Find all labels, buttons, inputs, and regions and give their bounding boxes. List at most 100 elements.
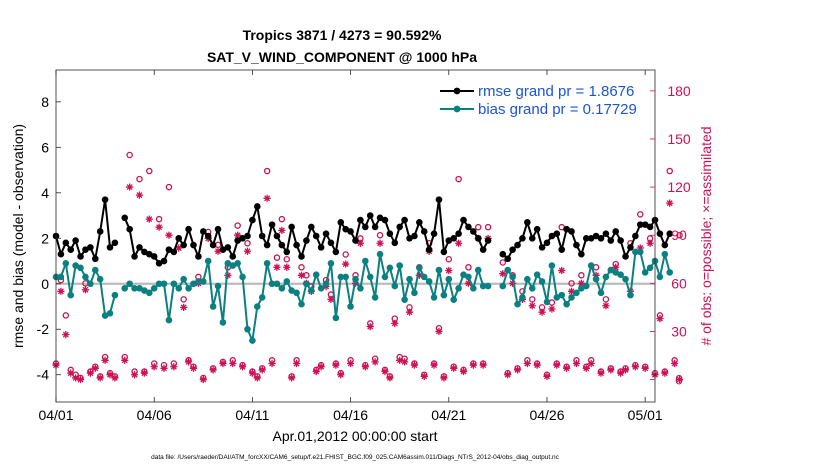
bias-point (396, 262, 403, 269)
y-tick-label: -2 (37, 321, 50, 337)
bias-point (445, 275, 453, 283)
rmse-point (308, 223, 315, 231)
obs-assimilated-point (76, 375, 85, 384)
obs-assimilated-point (175, 244, 183, 252)
obs-assimilated-point (381, 367, 389, 376)
rmse-point (278, 241, 286, 249)
bias-point (170, 280, 178, 288)
obs-assimilated-point (479, 361, 487, 369)
bias-point (411, 289, 418, 297)
obs-assimilated-point (607, 366, 615, 374)
bias-point (308, 287, 315, 294)
obs-assimilated-point (656, 314, 664, 323)
obs-possible-point (529, 296, 536, 303)
obs-assimilated-point (238, 363, 247, 371)
rmse-point (617, 237, 624, 244)
obs-assimilated-point (592, 271, 600, 279)
obs-possible-point (136, 175, 143, 183)
obs-assimilated-point (523, 359, 531, 368)
bias-point (362, 257, 369, 265)
obs-assimilated-point (400, 358, 409, 366)
x-tick-label: 04/01 (38, 407, 73, 423)
rmse-point (131, 253, 138, 260)
bias-point (524, 275, 531, 283)
x-tick-label: 04/11 (235, 407, 269, 423)
bias-point (101, 312, 109, 319)
obs-assimilated-point (145, 215, 153, 223)
bias-point (229, 262, 237, 269)
rmse-point (312, 232, 320, 240)
obs-assimilated-point (587, 359, 595, 368)
bias-point (195, 278, 202, 285)
obs-assimilated-point (553, 361, 561, 369)
bias-point (612, 269, 620, 276)
obs-assimilated-point (631, 363, 639, 371)
bias-point (278, 285, 286, 292)
rmse-point (322, 230, 330, 238)
obs-assimilated-point (81, 286, 90, 294)
bias-point (430, 294, 438, 301)
y2-tick-label: 60 (671, 275, 687, 291)
obs-assimilated-point (292, 359, 301, 368)
obs-assimilated-point (278, 226, 286, 234)
rmse-point (57, 250, 65, 258)
footnote: data file: /Users/raeder/DAI/ATM_forcXX/… (151, 454, 560, 461)
obs-assimilated-point (455, 239, 463, 247)
obs-assimilated-point (509, 279, 517, 287)
obs-assimilated-point (126, 183, 134, 191)
rmse-point (160, 257, 168, 265)
rmse-point (597, 234, 605, 242)
rmse-point (440, 248, 448, 256)
rmse-point (303, 237, 310, 244)
x-tick-label: 04/16 (333, 407, 368, 423)
rmse-point (666, 230, 674, 238)
bias-point (632, 248, 639, 256)
bias-point (239, 273, 246, 281)
bias-point (543, 298, 551, 306)
obs-possible-point (465, 264, 472, 271)
bias-point (82, 273, 89, 281)
bias-point (204, 257, 212, 265)
bias-point (504, 266, 512, 274)
rmse-point (538, 244, 546, 251)
obs-possible-point (676, 231, 683, 239)
obs-possible-point (146, 167, 153, 175)
bias-point (391, 282, 399, 290)
rmse-point (504, 255, 512, 263)
y2-tick-label: 30 (671, 323, 687, 339)
obs-possible-point (342, 251, 349, 258)
rmse-point (234, 237, 241, 244)
obs-assimilated-point (410, 361, 419, 369)
bias-point (563, 300, 570, 308)
bias-point (666, 269, 674, 276)
bias-point (656, 273, 664, 281)
obs-assimilated-point (140, 369, 148, 377)
bias-point (322, 280, 330, 288)
bias-point (62, 259, 70, 267)
obs-assimilated-point (558, 266, 566, 275)
obs-assimilated-point (430, 361, 438, 369)
obs-assimilated-point (459, 367, 468, 376)
rmse-point (656, 230, 664, 238)
obs-assimilated-point (435, 327, 443, 336)
y-tick-label: 8 (41, 94, 49, 110)
obs-assimilated-point (243, 247, 252, 255)
obs-assimilated-point (371, 358, 379, 366)
bias-point (578, 285, 585, 292)
rmse-point (641, 221, 649, 228)
obs-assimilated-point (96, 374, 104, 382)
rmse-point (126, 225, 133, 233)
obs-possible-point (180, 296, 187, 303)
rmse-point (622, 253, 629, 260)
rmse-point (155, 259, 163, 267)
bias-point (661, 250, 669, 258)
obs-assimilated-point (332, 361, 340, 369)
obs-assimilated-point (376, 239, 384, 247)
rmse-point (317, 244, 325, 251)
rmse-point (327, 239, 335, 247)
obs-assimilated-point (86, 369, 94, 377)
obs-assimilated-point (445, 266, 453, 275)
y-tick-label: 0 (41, 276, 49, 292)
bias-point (283, 278, 291, 285)
bias-point (180, 275, 187, 283)
